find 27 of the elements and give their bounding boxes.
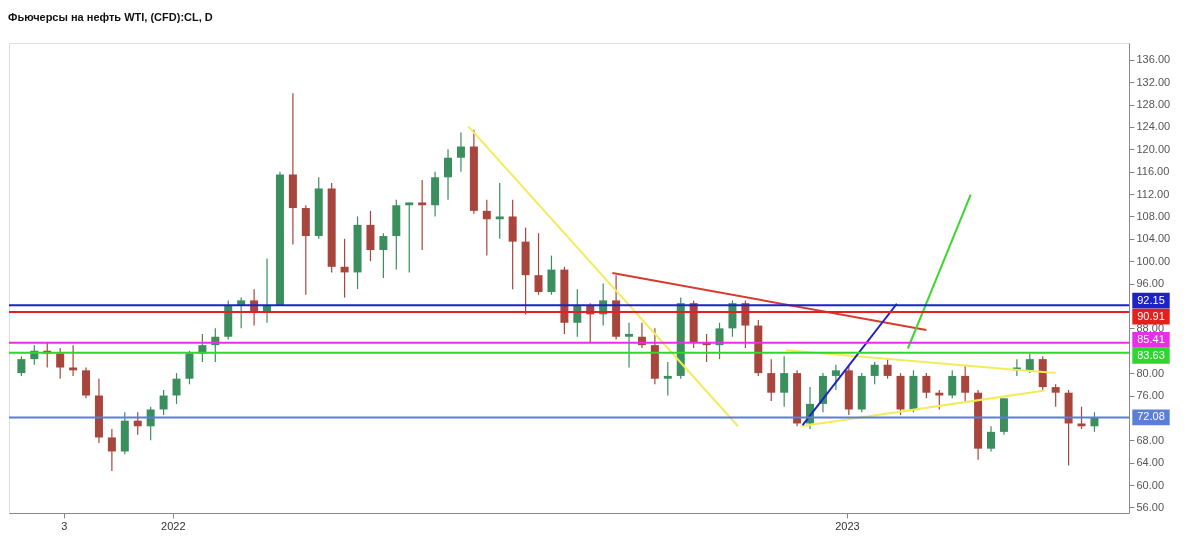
y-tick-label: 88.00 xyxy=(1136,321,1165,334)
y-tick-label: 100.00 xyxy=(1136,254,1171,267)
x-tick-label: 3 xyxy=(61,519,68,532)
y-tick-label: 96.00 xyxy=(1136,277,1165,290)
ref-line-label: 92.15 xyxy=(1137,293,1165,306)
ref-line-label: 90.91 xyxy=(1137,309,1165,322)
y-tick-label: 132.00 xyxy=(1136,75,1171,88)
ref-line-label: 83.63 xyxy=(1137,348,1165,361)
x-tick-label: 2022 xyxy=(161,519,186,532)
y-tick-label: 56.00 xyxy=(1136,500,1165,513)
y-tick-label: 136.00 xyxy=(1136,53,1171,66)
ref-line-label: 85.41 xyxy=(1137,332,1165,345)
y-tick-label: 104.00 xyxy=(1136,232,1171,245)
y-tick-label: 60.00 xyxy=(1136,478,1165,491)
y-tick-label: 128.00 xyxy=(1136,98,1171,111)
y-tick-label: 108.00 xyxy=(1136,209,1171,222)
y-tick-label: 124.00 xyxy=(1136,120,1171,133)
chart-title: Фьючерсы на нефть WTI, (CFD):CL, D xyxy=(8,11,213,23)
y-tick-label: 112.00 xyxy=(1136,187,1170,200)
y-tick-label: 116.00 xyxy=(1136,165,1170,178)
y-tick-label: 64.00 xyxy=(1136,456,1165,469)
x-tick-label: 2023 xyxy=(835,519,860,532)
ref-line-label: 72.08 xyxy=(1137,410,1165,423)
y-tick-label: 68.00 xyxy=(1136,433,1165,446)
y-tick-label: 80.00 xyxy=(1136,366,1165,379)
y-tick-label: 120.00 xyxy=(1136,142,1171,155)
y-tick-label: 76.00 xyxy=(1136,389,1165,401)
